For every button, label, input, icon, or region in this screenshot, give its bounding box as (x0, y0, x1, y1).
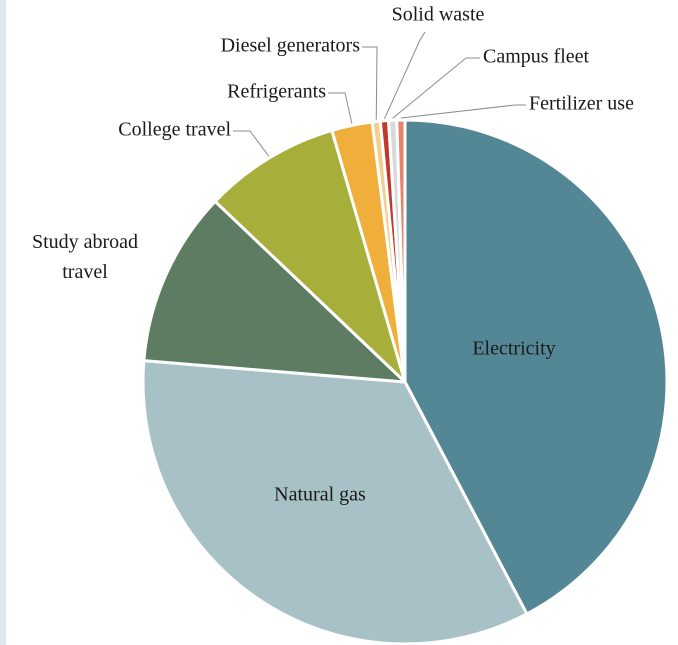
slice-label: Fertilizer use (529, 93, 634, 115)
slice-label: Diesel generators (221, 35, 361, 57)
slice-label: Natural gas (274, 484, 366, 506)
slice-label: Study abroad travel (32, 231, 138, 283)
pie-slice (142, 199, 407, 384)
slice-label: Refrigerants (227, 81, 326, 103)
leader-line (383, 31, 426, 120)
leader-line (328, 92, 353, 124)
pie-slice (213, 128, 407, 384)
slice-label: Solid waste (392, 4, 485, 26)
labels: Electricity Natural gas Study abroad travel… (32, 4, 634, 506)
slice-label: College travel (118, 119, 231, 141)
pie-slice (141, 359, 529, 645)
leader-line (362, 46, 378, 120)
left-edge (0, 0, 6, 645)
slice-label: Campus fleet (483, 46, 590, 68)
pie-slice (395, 118, 407, 384)
pie (141, 118, 669, 645)
leader-line (400, 104, 526, 119)
leader-line (392, 57, 480, 119)
slice-label: Electricity (472, 338, 555, 360)
leader-line (233, 130, 270, 157)
pie-slice (403, 118, 669, 616)
